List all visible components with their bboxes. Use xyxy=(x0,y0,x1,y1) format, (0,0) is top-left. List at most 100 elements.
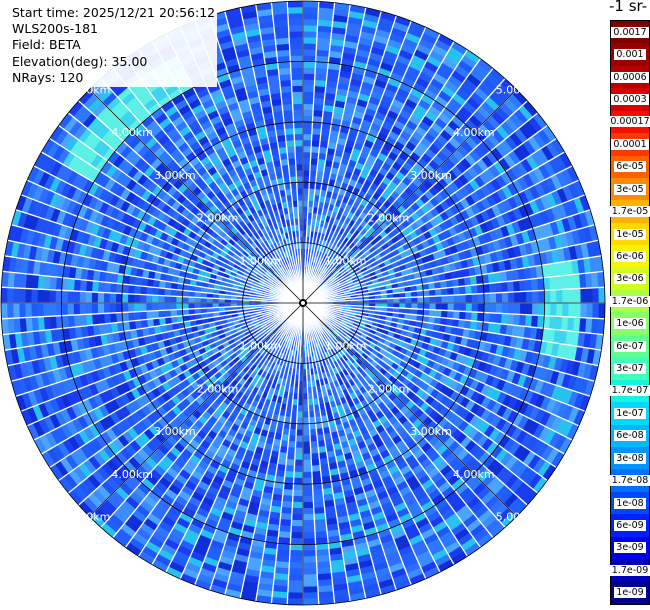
range-gate-cell xyxy=(139,310,148,321)
range-gate-cell xyxy=(12,302,20,319)
range-gate-cell xyxy=(302,525,316,533)
range-gate-cell xyxy=(79,302,87,315)
range-gate-cell xyxy=(311,133,321,142)
range-gate-cell xyxy=(592,302,600,319)
range-gate-cell xyxy=(302,157,311,165)
range-gate-cell xyxy=(435,295,443,304)
range-gate-cell xyxy=(470,311,479,322)
range-gate-cell xyxy=(284,470,295,479)
range-gate-cell xyxy=(43,302,50,317)
range-gate-cell xyxy=(133,302,141,313)
range-gate-cell xyxy=(294,447,304,455)
range-gate-cell xyxy=(507,302,515,315)
range-gate-cell xyxy=(97,302,105,314)
range-gate-cell xyxy=(67,290,75,304)
range-gate-cell xyxy=(471,293,479,304)
range-gate-cell xyxy=(464,285,473,295)
range-gate-cell xyxy=(302,592,319,600)
range-gate-cell xyxy=(49,276,57,291)
range-gate-cell xyxy=(121,293,129,304)
range-gate-cell xyxy=(287,592,304,600)
range-gate-cell xyxy=(302,121,313,129)
range-gate-cell xyxy=(512,313,521,326)
range-gate-cell xyxy=(302,163,311,171)
range-gate-cell xyxy=(452,310,461,320)
range-gate-cell xyxy=(302,586,319,594)
range-gate-cell xyxy=(417,296,425,304)
range-gate-cell xyxy=(163,302,171,311)
range-gate-cell xyxy=(488,282,497,294)
range-gate-cell xyxy=(302,423,310,431)
range-gate-cell xyxy=(145,286,154,296)
range-gate-cell xyxy=(36,302,44,318)
range-gate-cell xyxy=(302,85,315,93)
range-gate-cell xyxy=(310,151,320,160)
range-gate-cell xyxy=(67,314,75,328)
range-gate-cell xyxy=(477,293,485,304)
range-gate-cell xyxy=(290,525,304,533)
range-gate-cell xyxy=(464,311,473,321)
range-gate-cell xyxy=(302,30,318,38)
range-gate-cell xyxy=(73,278,81,292)
range-gate-cell xyxy=(313,97,325,106)
range-gate-cell xyxy=(459,294,467,304)
range-gate-cell xyxy=(302,67,316,75)
range-gate-cell xyxy=(556,289,563,304)
range-gate-cell xyxy=(281,494,294,503)
range-gate-cell xyxy=(302,18,319,26)
range-gate-cell xyxy=(314,531,328,539)
range-gate-cell xyxy=(294,453,304,461)
range-gate-cell xyxy=(302,435,311,443)
range-gate-cell xyxy=(278,525,292,533)
range-gate-cell xyxy=(289,556,304,563)
range-gate-cell xyxy=(518,279,527,292)
range-gate-cell xyxy=(139,285,148,296)
range-gate-cell xyxy=(302,537,316,545)
range-gate-cell xyxy=(489,292,497,304)
range-gate-cell xyxy=(312,109,324,118)
range-gate-cell xyxy=(12,287,20,304)
range-gate-cell xyxy=(103,302,111,314)
range-gate-cell xyxy=(506,280,515,293)
range-gate-cell xyxy=(24,288,32,304)
range-gate-cell xyxy=(289,550,304,557)
range-gate-cell xyxy=(139,302,147,312)
range-gate-cell xyxy=(115,292,123,304)
range-gate-cell xyxy=(302,103,314,111)
range-gate-cell xyxy=(598,286,606,304)
range-gate-cell xyxy=(287,580,304,588)
range-gate-cell xyxy=(519,291,527,304)
range-gate-cell xyxy=(302,36,318,44)
range-gate-cell xyxy=(290,537,304,545)
range-gate-cell xyxy=(537,290,545,304)
range-gate-cell xyxy=(568,288,576,304)
range-gate-cell xyxy=(312,494,325,503)
range-gate-cell xyxy=(302,531,316,539)
range-gate-cell xyxy=(30,288,38,304)
range-gate-cell xyxy=(417,302,425,310)
range-gate-cell xyxy=(169,295,177,304)
range-gate-cell xyxy=(313,500,325,509)
range-gate-cell xyxy=(293,471,304,479)
range-gate-cell xyxy=(279,518,292,527)
range-gate-cell xyxy=(133,311,142,321)
range-gate-cell xyxy=(163,295,171,304)
range-gate-cell xyxy=(453,294,461,304)
range-gate-cell xyxy=(49,289,56,304)
range-gate-cell xyxy=(311,464,321,473)
range-gate-cell xyxy=(506,313,515,326)
range-gate-cell xyxy=(133,293,141,304)
range-gate-cell xyxy=(302,507,315,515)
range-gate-cell xyxy=(302,175,310,183)
range-gate-cell xyxy=(302,0,320,8)
range-gate-cell xyxy=(302,580,319,588)
range-gate-cell xyxy=(302,6,319,14)
range-gate-cell xyxy=(452,286,461,296)
range-gate-cell xyxy=(145,310,154,320)
range-gate-cell xyxy=(302,109,314,117)
range-gate-cell xyxy=(302,145,312,153)
range-gate-cell xyxy=(586,302,594,319)
range-gate-cell xyxy=(598,302,606,320)
range-gate-cell xyxy=(292,483,304,491)
range-gate-cell xyxy=(310,139,321,148)
